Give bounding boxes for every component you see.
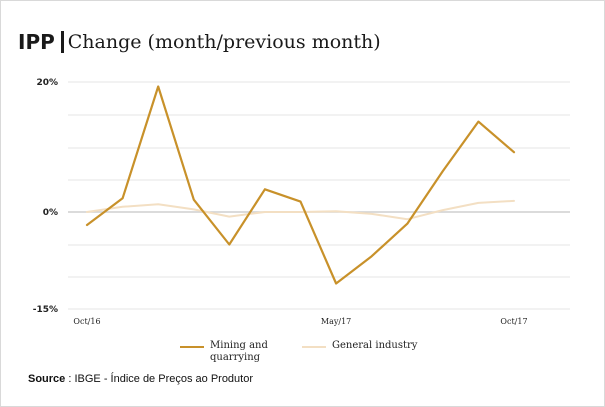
chart-title: IPP Change (month/previous month)	[18, 30, 381, 56]
y-tick-label: -15%	[33, 305, 58, 315]
x-tick-label: May/17	[321, 317, 351, 326]
series-lines	[85, 85, 516, 285]
x-tick-label: Oct/16	[73, 317, 100, 326]
x-tick-label: Oct/17	[500, 317, 527, 326]
y-tick-label: 0%	[43, 208, 58, 218]
legend-label-mining: Mining and quarrying	[210, 340, 268, 363]
y-tick-label: 20%	[36, 78, 58, 88]
title-main: IPP	[18, 30, 55, 54]
series-line-mining	[85, 85, 516, 285]
series-line-general	[86, 199, 515, 221]
source-text: : IBGE - Índice de Preços ao Produtor	[68, 373, 254, 385]
legend-label-general: General industry	[332, 340, 418, 351]
gridlines	[68, 81, 570, 310]
source-note: Source : IBGE - Índice de Preços ao Prod…	[28, 373, 253, 385]
y-axis-labels: 20% 0% -15%	[33, 78, 58, 315]
title-subtitle: Change (month/previous month)	[67, 31, 381, 53]
legend-swatch-general	[302, 346, 326, 348]
x-axis-labels: Oct/16 May/17 Oct/17	[73, 317, 527, 326]
source-label: Source	[28, 373, 66, 385]
title-separator	[60, 31, 64, 53]
legend-swatch-mining	[180, 346, 204, 348]
